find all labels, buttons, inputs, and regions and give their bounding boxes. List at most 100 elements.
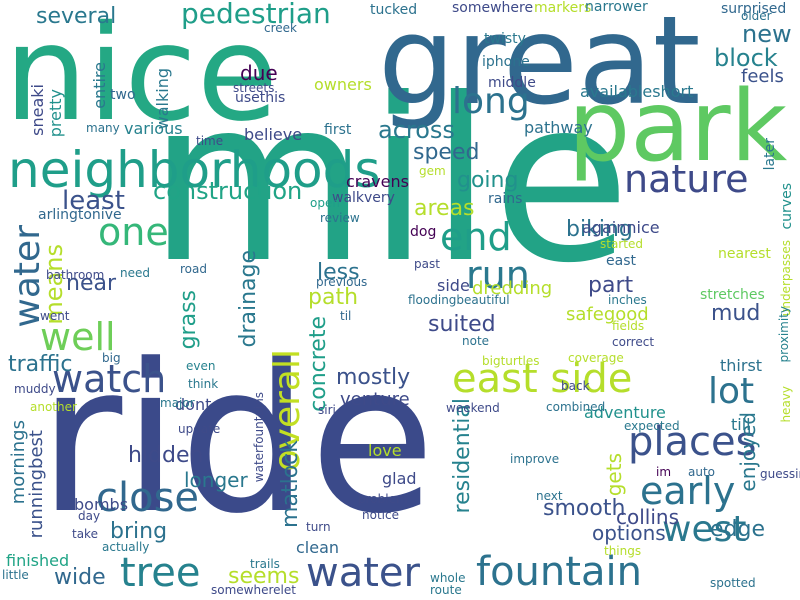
- word-started: started: [600, 237, 643, 251]
- word-turn: turn: [306, 520, 331, 534]
- word-thirst: thirst: [720, 356, 763, 375]
- word-againnice: againnice: [582, 218, 660, 237]
- word-waterfountains: waterfountains: [252, 392, 266, 483]
- word-water: water: [306, 550, 420, 596]
- word-previous: previous: [316, 275, 368, 289]
- word-back: back: [561, 379, 590, 393]
- word-long: long: [452, 81, 530, 122]
- word-pathway: pathway: [524, 118, 593, 137]
- word-block: block: [714, 44, 778, 72]
- word-whole: whole: [430, 571, 466, 585]
- word-somewhere: somewhere: [452, 0, 534, 16]
- word-areas: areas: [414, 196, 475, 221]
- word-less: less: [317, 260, 360, 285]
- word-glad: glad: [382, 469, 417, 488]
- word-review: review: [320, 211, 360, 225]
- word-least: least: [62, 186, 125, 216]
- word-many: many: [86, 121, 120, 135]
- word-seems: seems: [228, 564, 300, 589]
- word-construction: construction: [153, 177, 303, 205]
- word-new: new: [742, 20, 792, 48]
- word-take: take: [72, 527, 98, 541]
- word-path: path: [308, 285, 359, 310]
- word-drainage: drainage: [236, 250, 261, 348]
- word-several: several: [36, 4, 117, 29]
- word-nice: nice: [4, 0, 279, 151]
- word-east: east: [606, 253, 636, 269]
- word-entire: entire: [90, 62, 109, 109]
- word-hidden: hidden: [128, 443, 204, 468]
- word-two: two: [110, 87, 136, 103]
- word-various: various: [124, 119, 183, 138]
- word-arlingtonive: arlingtonive: [38, 207, 122, 223]
- word-traffic: traffic: [8, 352, 73, 377]
- word-things: things: [604, 544, 642, 558]
- word-one: one: [98, 210, 169, 254]
- word-rains: rains: [488, 191, 523, 207]
- word-feels: feels: [741, 66, 784, 87]
- word-places: places: [628, 419, 757, 465]
- word-neighborhoods: neighborhoods: [8, 141, 381, 199]
- word-west: west: [662, 509, 747, 550]
- word-big: big: [102, 351, 121, 365]
- word-sneaki: sneaki: [28, 84, 47, 136]
- word-middle: middle: [488, 75, 536, 91]
- word-twisty: twisty: [484, 31, 526, 47]
- word-smooth: smooth: [543, 496, 626, 521]
- word-nature: nature: [624, 157, 749, 201]
- word-note: note: [462, 334, 490, 348]
- word-suited: suited: [428, 312, 496, 337]
- word-older: older: [741, 9, 772, 23]
- word-curves: curves: [779, 183, 795, 230]
- word-owners: owners: [314, 75, 372, 94]
- word-dont: dont: [175, 395, 212, 414]
- word-major: major: [160, 396, 195, 410]
- word-early: early: [640, 469, 736, 513]
- word-markers: markers: [534, 0, 592, 16]
- word-coverage: coverage: [568, 351, 624, 365]
- word-bring: bring: [110, 519, 168, 544]
- word-open: open: [310, 196, 340, 210]
- word-safegood: safegood: [566, 304, 649, 325]
- word-notice: notice: [362, 508, 399, 522]
- word-muddy: muddy: [14, 382, 56, 396]
- word-somewherelet: somewherelet: [211, 583, 296, 597]
- word-edge: edge: [710, 517, 765, 542]
- word-expected: expected: [624, 419, 680, 433]
- word-auto: auto: [688, 465, 716, 479]
- word-ride: ride: [38, 321, 436, 559]
- word-mile: mile: [148, 51, 631, 313]
- word-walkvery: walkvery: [332, 190, 395, 206]
- word-later: later: [762, 138, 778, 171]
- word-park: park: [568, 70, 788, 184]
- word-clean: clean: [296, 538, 340, 557]
- word-runningbest: runningbest: [26, 430, 47, 539]
- word-floodingbeautiful: floodingbeautiful: [408, 293, 510, 307]
- word-til: til: [340, 309, 352, 323]
- word-fields: fields: [612, 319, 645, 333]
- word-grass: grass: [176, 290, 201, 350]
- word-biking: biking: [566, 217, 633, 242]
- word-first: first: [324, 122, 352, 138]
- word-stretches: stretches: [700, 287, 765, 303]
- word-proximity: proximity: [777, 306, 791, 363]
- word-fountain: fountain: [476, 549, 642, 595]
- word-siri: siri: [318, 403, 336, 417]
- word-gets: gets: [602, 453, 626, 497]
- word-update: update: [178, 422, 221, 436]
- word-going: going: [457, 168, 519, 193]
- word-problem: problem: [358, 492, 408, 506]
- word-across: across: [378, 116, 455, 144]
- word-creek: creek: [264, 21, 297, 35]
- word-speed: speed: [413, 140, 480, 165]
- word-cravens: cravens: [346, 172, 409, 191]
- word-well: well: [40, 315, 116, 359]
- word-need: need: [120, 266, 150, 280]
- word-pedestrian: pedestrian: [181, 0, 331, 30]
- word-correct: correct: [612, 335, 655, 349]
- word-guessing: guessing: [760, 467, 800, 481]
- word-availableshort: availableshort: [580, 82, 694, 101]
- word-end: end: [440, 215, 512, 259]
- word-day: day: [78, 509, 101, 523]
